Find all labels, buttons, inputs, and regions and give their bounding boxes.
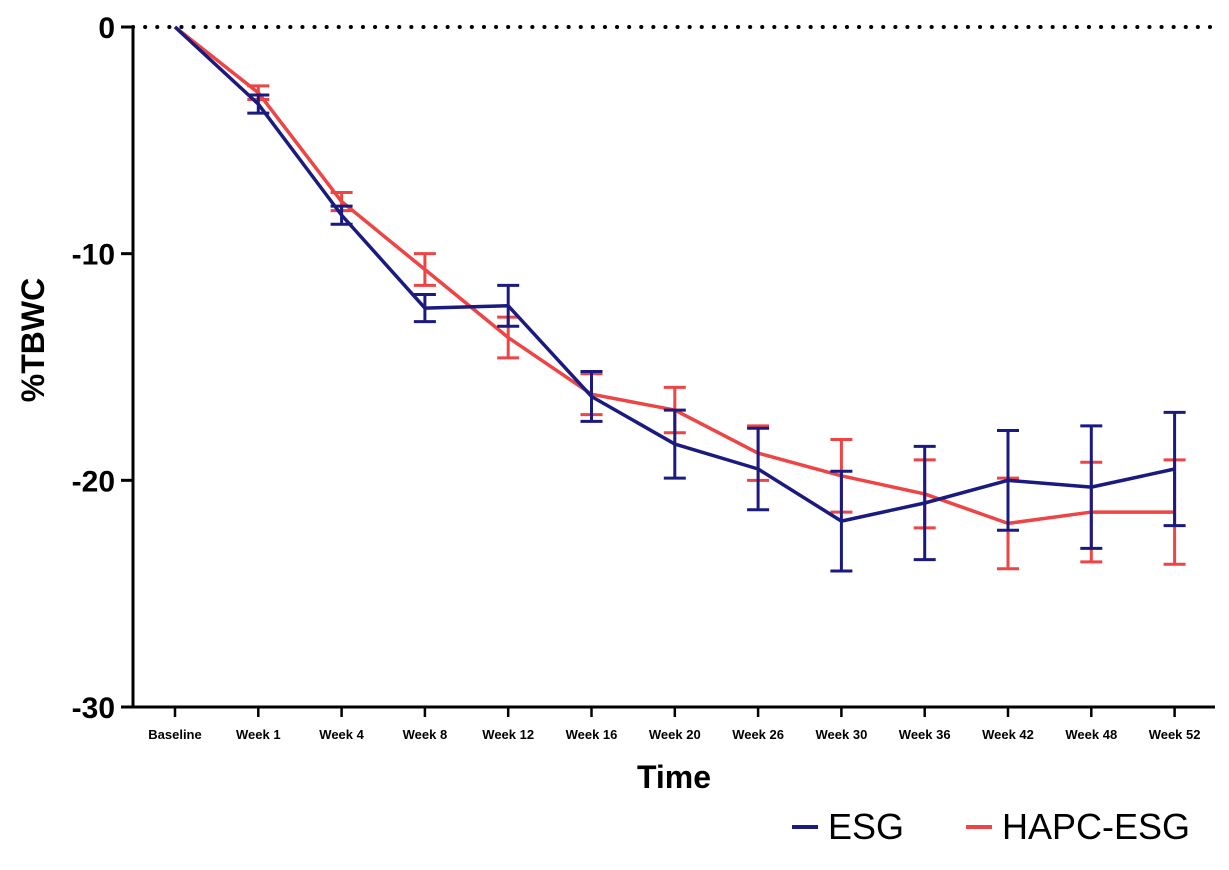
x-tick-label: Week 36 xyxy=(899,727,951,742)
legend: ESG HAPC-ESG xyxy=(792,806,1190,847)
error-bar-esg xyxy=(747,426,770,512)
error-bar-esg xyxy=(580,370,603,423)
error-bar-esg xyxy=(497,283,520,328)
x-tick-label: Week 26 xyxy=(732,727,784,742)
y-tick-label: 0 xyxy=(98,12,115,45)
x-tick-label: Week 1 xyxy=(236,727,281,742)
legend-label-hapc-esg: HAPC-ESG xyxy=(1002,806,1190,847)
x-tick-label: Week 30 xyxy=(816,727,868,742)
error-bar-esg xyxy=(663,408,686,480)
x-tick-label: Baseline xyxy=(148,727,201,742)
y-axis-title: %TBWC xyxy=(15,278,51,402)
error-bar-esg xyxy=(330,204,353,226)
series-hapc-esg xyxy=(173,25,1186,571)
error-bar-esg xyxy=(913,444,936,562)
y-tick-label: -20 xyxy=(72,465,115,498)
x-axis-title: Time xyxy=(637,759,711,795)
x-tick-label: Week 20 xyxy=(649,727,701,742)
x-tick-label: Week 4 xyxy=(319,727,364,742)
series-esg xyxy=(173,25,1186,573)
error-bar-esg xyxy=(1163,410,1186,528)
legend-label-esg: ESG xyxy=(828,806,904,847)
x-tick-label: Week 12 xyxy=(482,727,534,742)
error-bar-esg xyxy=(247,93,270,115)
x-tick-label: Week 52 xyxy=(1149,727,1201,742)
y-tick-label: -10 xyxy=(72,239,115,272)
error-bar-esg xyxy=(1080,424,1103,550)
x-tick-label: Week 16 xyxy=(566,727,618,742)
x-tick-label: Week 8 xyxy=(403,727,448,742)
x-tick-label: Week 42 xyxy=(982,727,1034,742)
error-bar-esg xyxy=(997,428,1019,532)
x-tick-label: Week 48 xyxy=(1065,727,1117,742)
y-tick-label: -30 xyxy=(72,692,115,725)
error-bar-hapc-esg xyxy=(413,252,436,287)
error-bar-esg xyxy=(830,469,853,573)
error-bar-esg xyxy=(413,292,436,324)
